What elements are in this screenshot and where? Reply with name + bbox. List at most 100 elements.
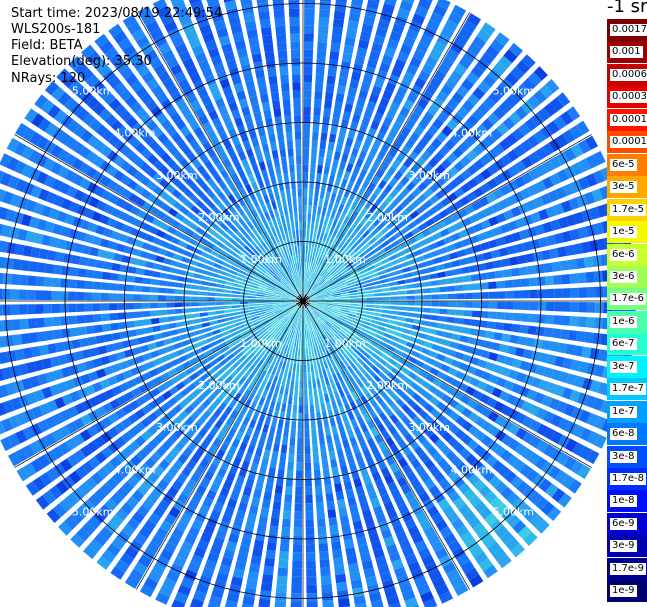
radar-cell <box>332 475 341 485</box>
radar-cell <box>160 324 169 331</box>
radar-cell <box>364 286 374 291</box>
radar-cell <box>294 511 303 520</box>
radar-cell <box>191 491 203 503</box>
radar-cell <box>276 42 287 51</box>
radar-cell <box>461 434 473 446</box>
radar-cell <box>541 501 555 516</box>
radar-cell <box>187 561 201 574</box>
radar-cell <box>461 266 471 274</box>
radar-cell <box>114 220 125 231</box>
colorbar-tick-label: 1e-7 <box>610 405 637 418</box>
radar-cell <box>194 107 206 119</box>
radar-cell <box>191 313 201 319</box>
radar-cell <box>272 375 279 385</box>
radar-cell <box>342 439 350 449</box>
radar-cell <box>327 509 337 519</box>
radar-cell <box>397 503 409 515</box>
radar-cell <box>388 358 397 366</box>
radar-cell <box>255 421 263 431</box>
radar-cell <box>377 486 388 497</box>
radar-cell <box>257 2 269 13</box>
radar-cell <box>327 443 335 453</box>
radar-cell <box>548 398 561 411</box>
radar-cell <box>281 294 290 298</box>
radar-cell <box>276 33 287 43</box>
radar-cell <box>195 242 205 250</box>
radar-cell <box>281 361 287 370</box>
radar-cell <box>212 363 222 372</box>
radar-cell <box>233 382 242 392</box>
radar-cell <box>254 171 262 181</box>
radar-cell <box>186 351 196 359</box>
radar-cell <box>220 556 233 568</box>
radar-cell <box>207 292 216 297</box>
radar-cell <box>306 229 310 238</box>
radar-cell <box>120 502 134 515</box>
radar-cell <box>319 215 325 224</box>
radar-cell <box>392 523 405 535</box>
radar-cell <box>389 315 398 320</box>
radar-cell <box>266 159 273 169</box>
radar-cell <box>496 354 507 364</box>
radar-cell <box>465 538 479 551</box>
radar-cell <box>357 309 366 314</box>
radar-cell <box>250 354 258 363</box>
radar-cell <box>257 127 266 137</box>
radar-cell <box>405 317 414 323</box>
radar-cell <box>443 374 454 384</box>
radar-cell <box>124 460 137 473</box>
radar-cell <box>337 135 345 145</box>
radar-cell <box>171 132 183 144</box>
radar-cell <box>195 582 209 595</box>
radar-cell <box>265 324 273 331</box>
radar-cell <box>309 330 313 339</box>
radar-cell <box>439 286 448 293</box>
radar-cell <box>248 419 257 429</box>
radar-cell <box>463 283 473 291</box>
radar-cell <box>35 304 44 314</box>
radar-cell <box>257 359 264 368</box>
radar-cell <box>176 321 185 328</box>
radar-cell <box>27 289 36 300</box>
radar-cell <box>167 486 179 498</box>
radar-cell <box>373 548 385 559</box>
radar-cell <box>431 301 440 307</box>
radar-cell <box>515 372 527 383</box>
radar-cell <box>286 310 293 317</box>
radar-cell <box>509 334 519 344</box>
radar-cell <box>12 258 22 271</box>
radar-cell <box>213 333 223 340</box>
radar-cell <box>113 169 125 182</box>
radar-cell <box>313 469 321 479</box>
colorbar-tick-label: 3e-9 <box>610 540 637 553</box>
radar-cell <box>210 544 222 556</box>
radar-cell <box>321 583 333 593</box>
radar-cell <box>50 161 63 175</box>
radar-cell <box>268 167 275 177</box>
radar-cell <box>247 201 255 211</box>
radar-cell <box>49 384 61 396</box>
radar-cell <box>307 322 311 331</box>
radar-cell <box>177 453 189 465</box>
radar-cell <box>361 559 374 571</box>
radar-cell <box>288 320 293 329</box>
radar-cell <box>496 280 505 289</box>
radar-cell <box>35 317 45 328</box>
radar-cell <box>273 263 280 271</box>
radar-cell <box>224 120 235 131</box>
radar-cell <box>58 441 71 455</box>
radar-cell <box>304 396 308 406</box>
radar-cell <box>285 319 291 327</box>
radar-cell <box>340 196 348 206</box>
radar-cell <box>53 329 63 340</box>
radar-cell <box>255 348 263 357</box>
radar-cell <box>390 291 399 296</box>
radar-cell <box>523 531 538 546</box>
radar-cell <box>550 369 562 381</box>
radar-cell <box>114 60 129 74</box>
radar-cell <box>418 332 428 340</box>
radar-cell <box>228 237 238 246</box>
radar-cell <box>151 563 166 576</box>
radar-cell <box>264 483 274 493</box>
radar-cell <box>146 167 158 179</box>
